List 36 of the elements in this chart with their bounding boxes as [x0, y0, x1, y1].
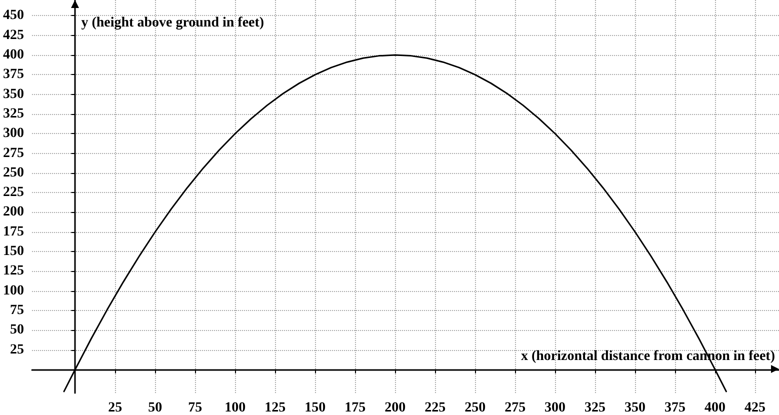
y-tick-label: 75: [10, 302, 24, 318]
y-tick-label: 275: [3, 146, 24, 161]
y-tick-label: 425: [3, 28, 24, 43]
y-tick-label: 375: [3, 67, 24, 82]
x-tick-label: 400: [704, 400, 726, 415]
x-tick-label: 375: [664, 400, 686, 415]
x-tick-label: 250: [464, 400, 486, 415]
y-tick-label: 225: [3, 185, 24, 200]
x-tick-label: 425: [744, 400, 766, 415]
x-tick-label: 150: [304, 400, 326, 415]
y-tick-label: 200: [3, 204, 24, 220]
x-tick-label: 350: [624, 400, 646, 415]
y-tick-label: 125: [3, 264, 24, 279]
x-tick-label: 50: [148, 400, 162, 415]
y-tick-label: 100: [3, 283, 24, 298]
y-tick-label: 350: [3, 86, 24, 102]
y-tick-label: 450: [3, 8, 24, 24]
x-tick-label: 125: [264, 400, 286, 415]
x-tick-label: 300: [544, 400, 566, 415]
x-tick-label: 25: [108, 400, 122, 415]
x-tick-label: 75: [188, 400, 202, 415]
x-tick-label: 100: [224, 400, 246, 415]
y-tick-label: 50: [10, 322, 24, 338]
x-tick-label: 175: [344, 400, 366, 415]
x-tick-label: 325: [584, 400, 606, 415]
x-tick-label: 200: [384, 400, 406, 415]
y-tick-label: 25: [10, 342, 24, 358]
x-tick-label: 275: [504, 400, 526, 415]
y-tick-label: 250: [3, 165, 24, 180]
y-tick-label: 175: [3, 224, 24, 240]
y-tick-label: 300: [3, 126, 24, 142]
y-tick-label: 400: [3, 48, 24, 63]
x-tick-label: 225: [424, 400, 446, 415]
y-axis-title: y (height above ground in feet): [81, 16, 264, 30]
y-tick-label: 150: [3, 244, 24, 260]
y-tick-label: 325: [3, 106, 24, 122]
